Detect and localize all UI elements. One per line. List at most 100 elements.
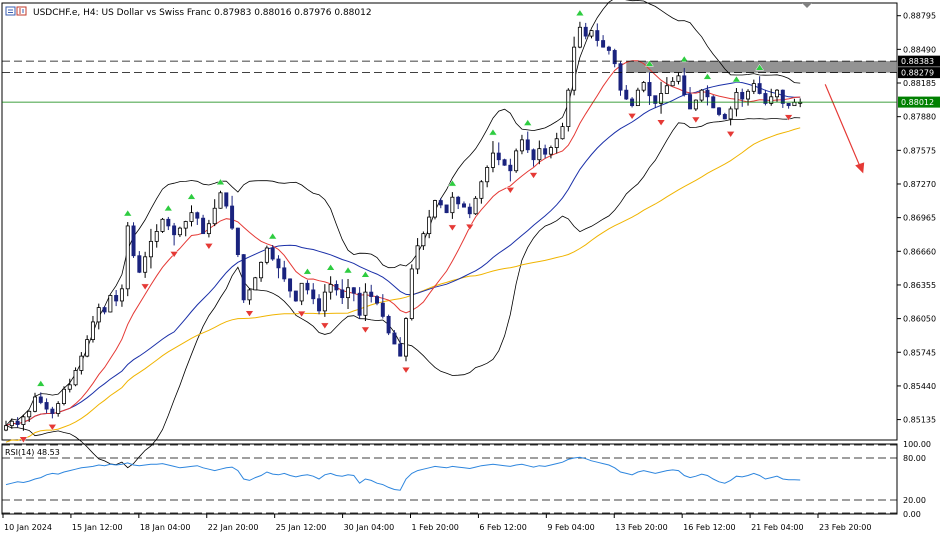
up-arrow-icon [575,9,585,17]
candle [647,72,652,105]
candle-body [740,91,745,100]
candle-body [751,83,756,92]
up-arrow-icon [123,209,133,217]
candle-body [346,287,351,299]
candle-body [212,207,217,225]
candle-body [508,164,513,172]
candle [641,81,646,93]
candle [693,99,698,111]
x-tick-label: 15 Jan 12:00 [72,523,123,532]
up-arrow-icon [360,270,370,278]
down-arrow-icon [726,131,736,138]
candle-body [125,225,130,290]
x-tick-label: 18 Jan 04:00 [140,523,191,532]
candle [554,132,559,154]
candle-body [102,307,107,313]
y-tick-label: 0.85745 [903,348,936,357]
candle [473,196,478,215]
down-arrow-icon [169,251,179,258]
candle [380,294,385,319]
candle [160,217,165,233]
up-arrow-icon [343,266,353,274]
candle-body [606,46,611,51]
candle [363,283,368,321]
candle-body [589,30,594,37]
x-tick-label: 13 Feb 20:00 [615,523,667,532]
candle [334,280,339,296]
candle [346,279,351,310]
candle [461,201,466,208]
candle-body [618,63,623,91]
candle-body [635,89,640,107]
candle [670,77,675,87]
rsi-tick-label: 80.00 [903,454,926,463]
candle [259,261,264,282]
up-arrow-icon [268,232,278,240]
candle [79,352,84,375]
candle-body [85,339,90,357]
candle-body [148,240,153,258]
candle-body [224,192,229,207]
x-tick-label: 1 Feb 20:00 [412,523,459,532]
y-tick-label: 0.86050 [903,315,936,324]
down-arrow-icon [140,283,150,291]
candle-body [334,284,339,291]
candle-body [189,212,194,222]
candle [276,255,281,279]
candle [125,222,130,297]
candle [548,145,553,159]
candle [583,22,588,40]
x-tick-label: 23 Feb 20:00 [819,523,871,532]
candle-body [195,212,200,219]
candle [247,288,252,305]
candle [114,290,119,307]
candle [519,134,524,155]
candle-body [432,200,437,218]
candle [664,77,669,94]
candle-body [282,267,287,280]
up-arrow-icon [326,263,336,271]
candle-body [235,227,240,256]
down-arrow-icon [447,224,457,232]
candle-body [404,318,408,357]
candle-body [375,296,380,304]
candle [537,140,542,165]
candle [253,276,258,291]
candle [444,204,449,214]
candle [56,401,61,417]
candle-body [21,416,26,425]
x-tick-label: 6 Feb 12:00 [479,523,526,532]
shift-marker-icon[interactable] [802,3,812,8]
chart-type-icon[interactable] [16,6,27,16]
candle-body [131,225,136,257]
candle-body [270,247,275,260]
candle-body [73,370,78,386]
candle-body [485,167,490,183]
candle-body [496,152,501,161]
candle-body [659,93,664,104]
price-tag [898,96,940,108]
down-arrow-icon [47,424,57,431]
price-tag-label: 0.88383 [901,57,934,66]
candle [780,89,785,108]
candle-body [705,89,710,98]
candle-body [543,148,548,155]
up-arrow-icon [36,379,46,387]
x-tick-label: 10 Jan 2024 [4,523,52,532]
y-tick-label: 0.86660 [903,247,936,256]
candle-body [595,30,600,41]
candle-body [554,138,559,148]
candle [676,72,681,85]
candle-body [363,291,368,316]
candle-body [490,152,495,168]
down-arrow-icon [656,119,666,127]
down-arrow-icon [784,114,794,122]
down-arrow-icon [505,187,515,194]
y-tick-label: 0.88185 [903,79,936,88]
candle-body [172,225,177,236]
candle-body [114,295,119,302]
chart-list-icon[interactable] [5,6,16,16]
candle [775,89,780,102]
candle [485,165,490,188]
